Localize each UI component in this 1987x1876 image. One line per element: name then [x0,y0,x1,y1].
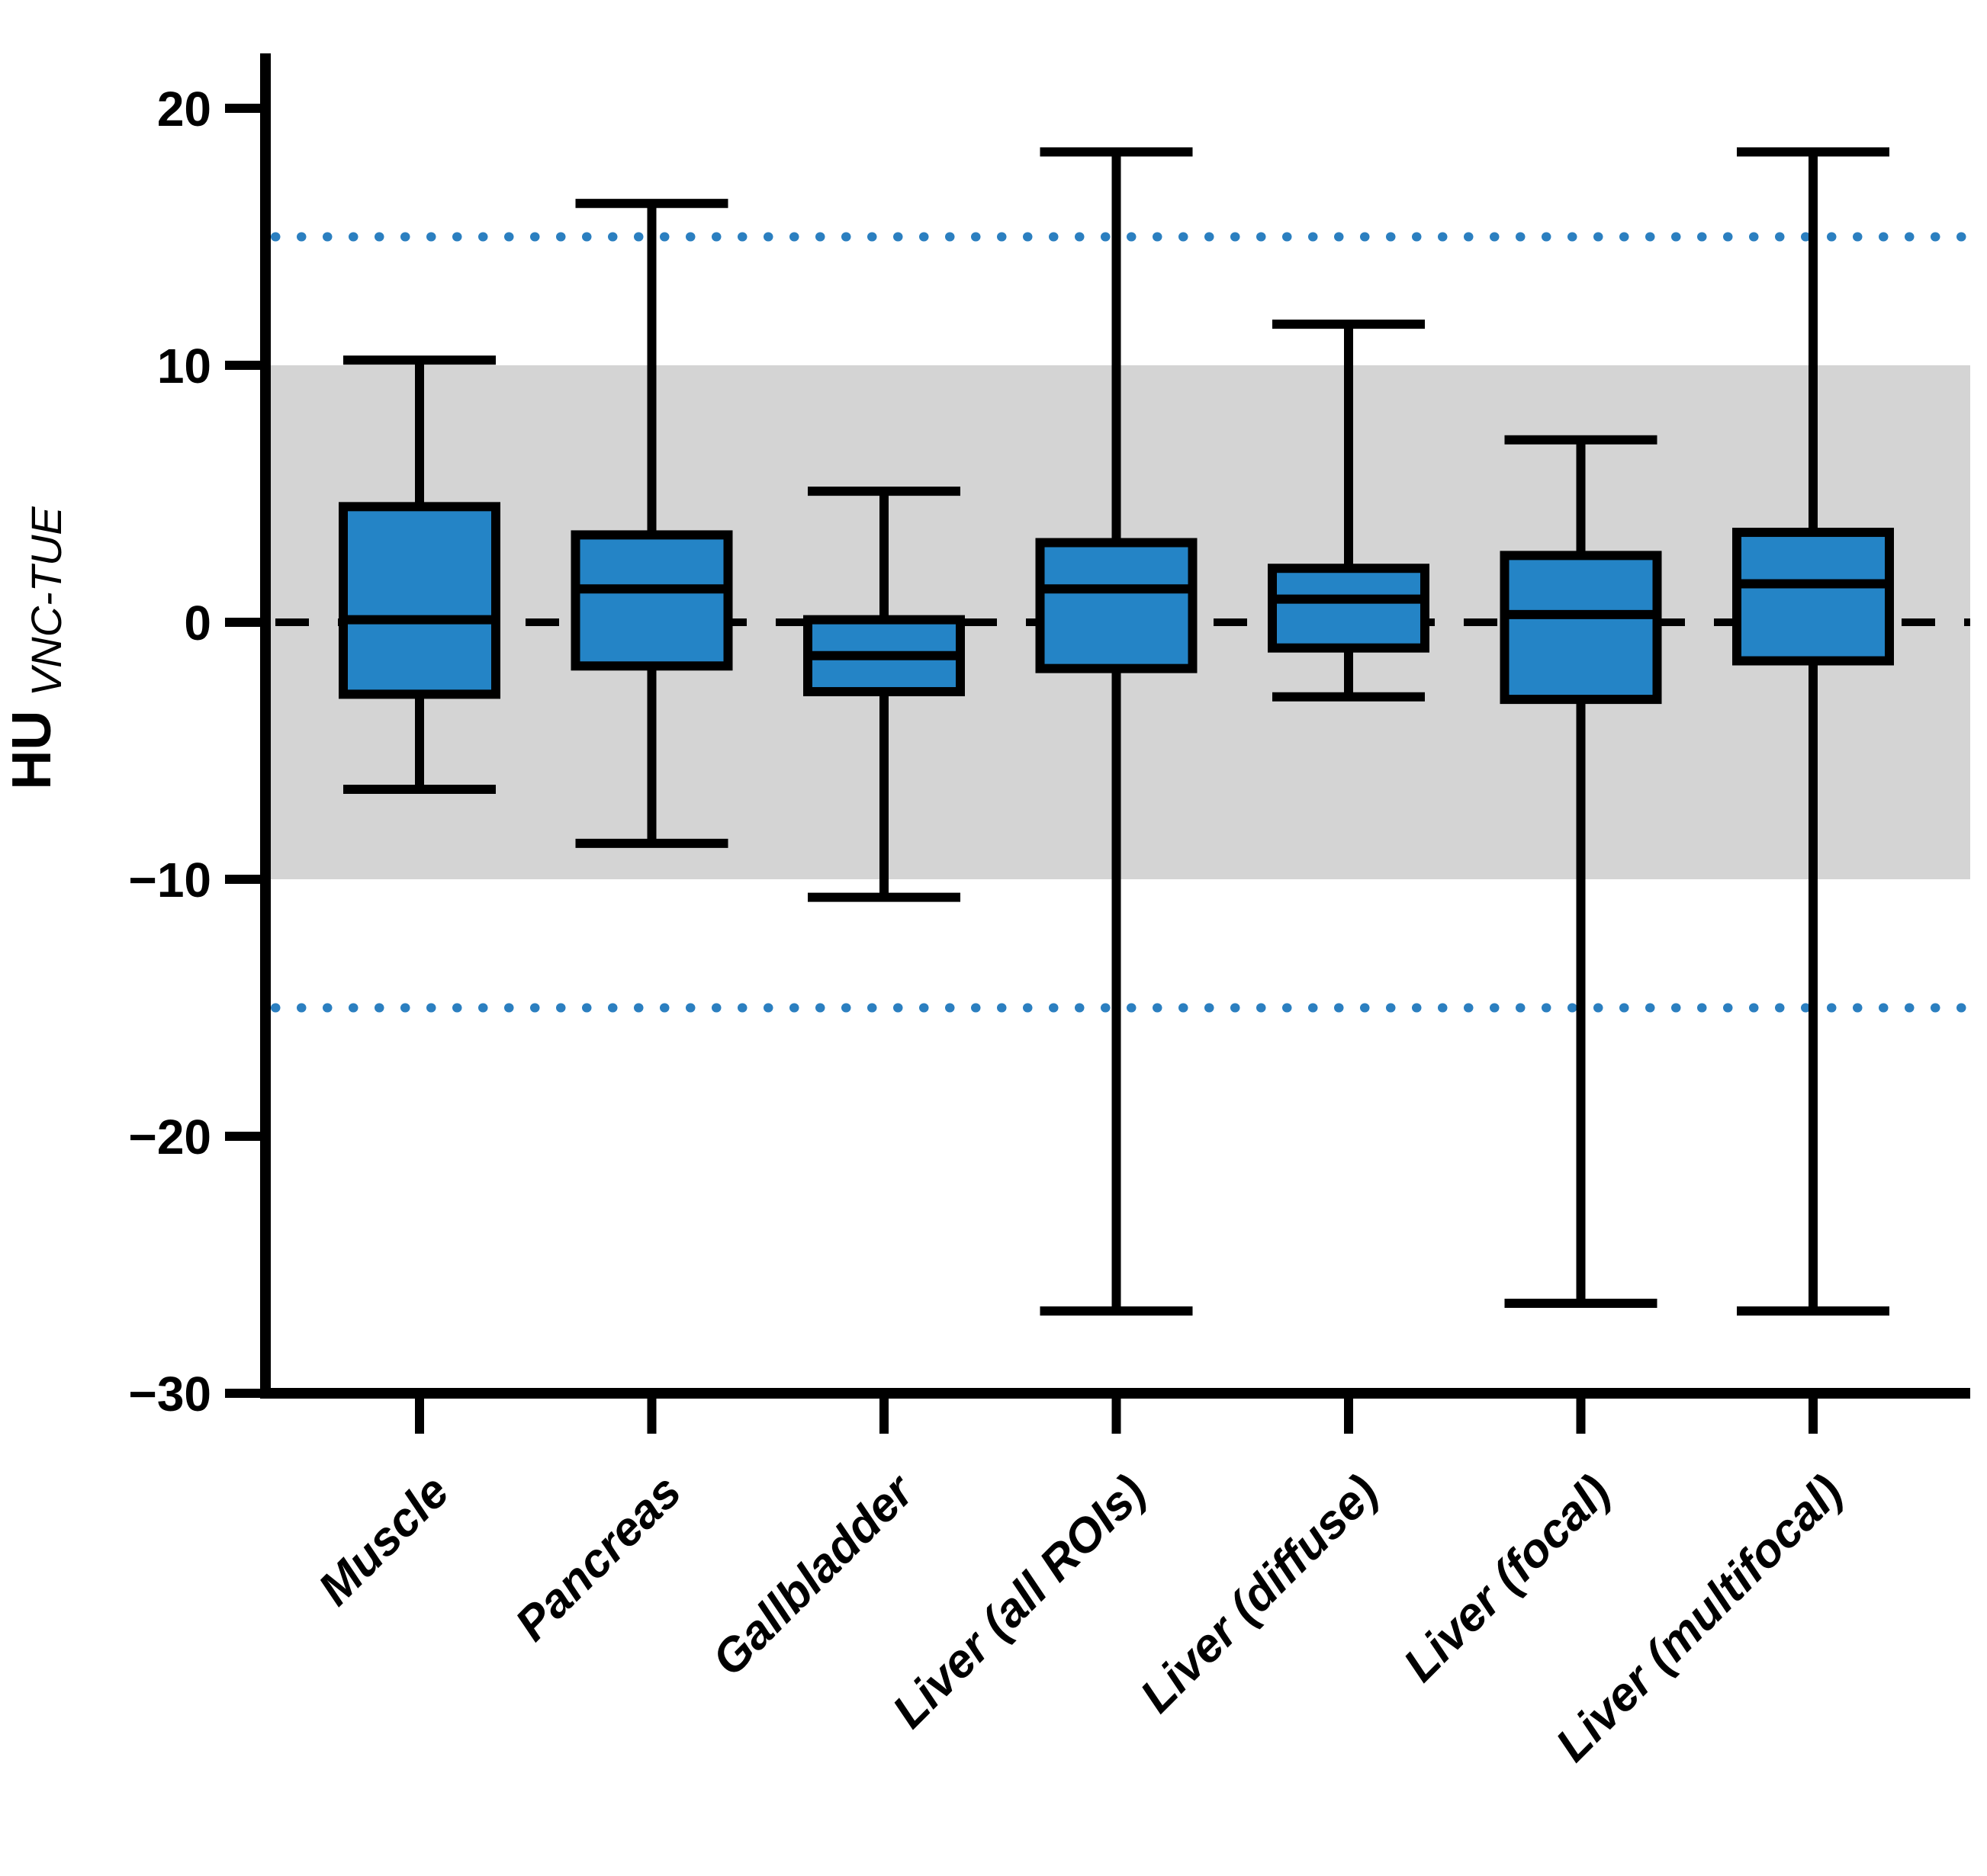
x-category-label-pancreas: Pancreas [506,1465,692,1651]
box-liver-multifocal [1732,147,1894,1316]
x-tick [415,1399,424,1434]
reference-lines-layer [271,232,1975,1013]
x-tick [647,1399,657,1434]
x-tick [1809,1399,1818,1434]
iqr-box [1035,538,1198,673]
y-axis-title-main: HU [2,711,63,790]
x-tick [879,1399,889,1434]
box-liver-diffuse [1268,320,1429,702]
y-tick [225,104,260,113]
y-tick [225,1389,260,1398]
boxes-layer [339,147,1894,1316]
iqr-box [1268,564,1429,653]
box-gallbladder [803,487,965,902]
y-tick [225,875,260,884]
x-category-label-liver-all-rois: Liver (all ROIs) [883,1465,1156,1738]
y-tick-label: 20 [157,82,211,137]
x-category-label-muscle: Muscle [308,1465,458,1615]
y-tick-label: −10 [128,853,211,907]
box-pancreas [571,198,733,848]
iqr-box [1500,551,1662,705]
x-tick [1576,1399,1586,1434]
y-axis-spine [260,53,271,1399]
x-tick [1344,1399,1353,1434]
axes-layer [225,53,1970,1434]
y-axis-title: HU VNC-TUE [2,506,70,790]
box-muscle [339,355,500,795]
box-liver-focal [1500,435,1662,1309]
x-category-label-liver-focal: Liver (focal) [1394,1465,1620,1691]
box-liver-all-rois [1035,147,1198,1316]
y-axis-title-sub: VNC-TUE [22,506,70,697]
iqr-box [1732,528,1894,666]
y-tick-label: −30 [128,1367,211,1421]
y-tick [225,1132,260,1141]
y-tick [225,618,260,627]
x-category-label-gallbladder: Gallbladder [703,1463,925,1686]
x-axis-spine [260,1388,1970,1399]
iqr-box [339,502,500,699]
y-tick-label: −20 [128,1110,211,1164]
x-tick [1111,1399,1121,1434]
y-tick-label: 0 [184,596,211,650]
y-tick [225,361,260,370]
x-category-label-liver-diffuse: Liver (diffuse) [1130,1465,1388,1723]
iqr-box [571,530,733,671]
y-tick-label: 10 [157,339,211,394]
